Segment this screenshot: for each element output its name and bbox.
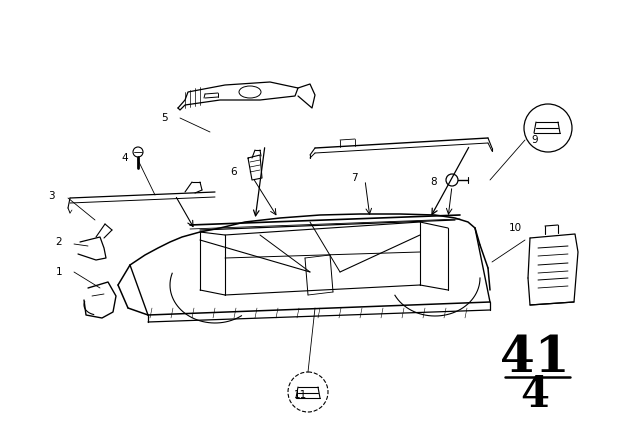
Text: 5: 5	[161, 113, 168, 123]
Text: 1: 1	[56, 267, 62, 277]
Text: 8: 8	[430, 177, 437, 187]
Text: 7: 7	[351, 173, 358, 183]
Text: 2: 2	[56, 237, 62, 247]
Text: 11: 11	[294, 390, 307, 400]
Text: 6: 6	[230, 167, 237, 177]
Text: 4: 4	[520, 374, 550, 416]
Text: 10: 10	[509, 223, 522, 233]
Text: 3: 3	[49, 191, 55, 201]
Text: 41: 41	[500, 333, 570, 383]
Text: 4: 4	[122, 153, 128, 163]
Text: 9: 9	[531, 135, 538, 145]
